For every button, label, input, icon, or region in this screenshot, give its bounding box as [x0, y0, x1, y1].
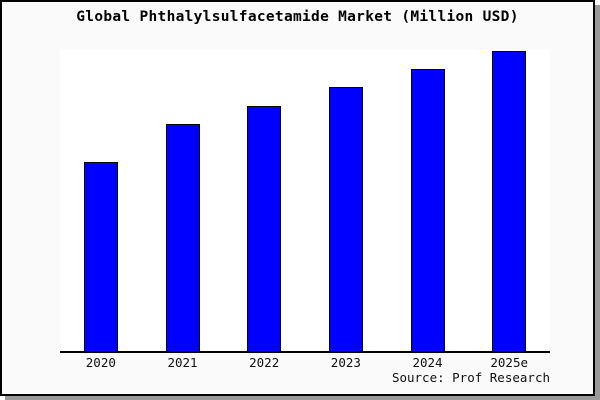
bar-2024 [410, 69, 445, 351]
x-axis-labels: 2020 2021 2022 2023 2024 2025e [60, 355, 550, 370]
bar-slot [60, 50, 142, 351]
x-axis-line [60, 351, 550, 353]
x-tick-label-2022: 2022 [249, 355, 280, 370]
plot-area [60, 50, 550, 351]
bar-slot [142, 50, 224, 351]
bar-2021 [165, 124, 200, 351]
bar-slot [468, 50, 550, 351]
bar-2025e [492, 51, 527, 351]
bar-2022 [247, 106, 282, 351]
source-note: Source: Prof Research [391, 370, 550, 385]
bar-2020 [83, 162, 118, 351]
chart-title: Global Phthalylsulfacetamide Market (Mil… [76, 9, 519, 25]
bar-slot [223, 50, 305, 351]
x-tick-label-2023: 2023 [330, 355, 361, 370]
x-tick-label-2020: 2020 [85, 355, 116, 370]
bar-2023 [328, 87, 363, 351]
bar-slot [305, 50, 387, 351]
bar-slot [387, 50, 469, 351]
x-tick-label-2024: 2024 [412, 355, 443, 370]
x-tick-label-2021: 2021 [167, 355, 198, 370]
x-tick-label-2025e: 2025e [490, 355, 529, 370]
